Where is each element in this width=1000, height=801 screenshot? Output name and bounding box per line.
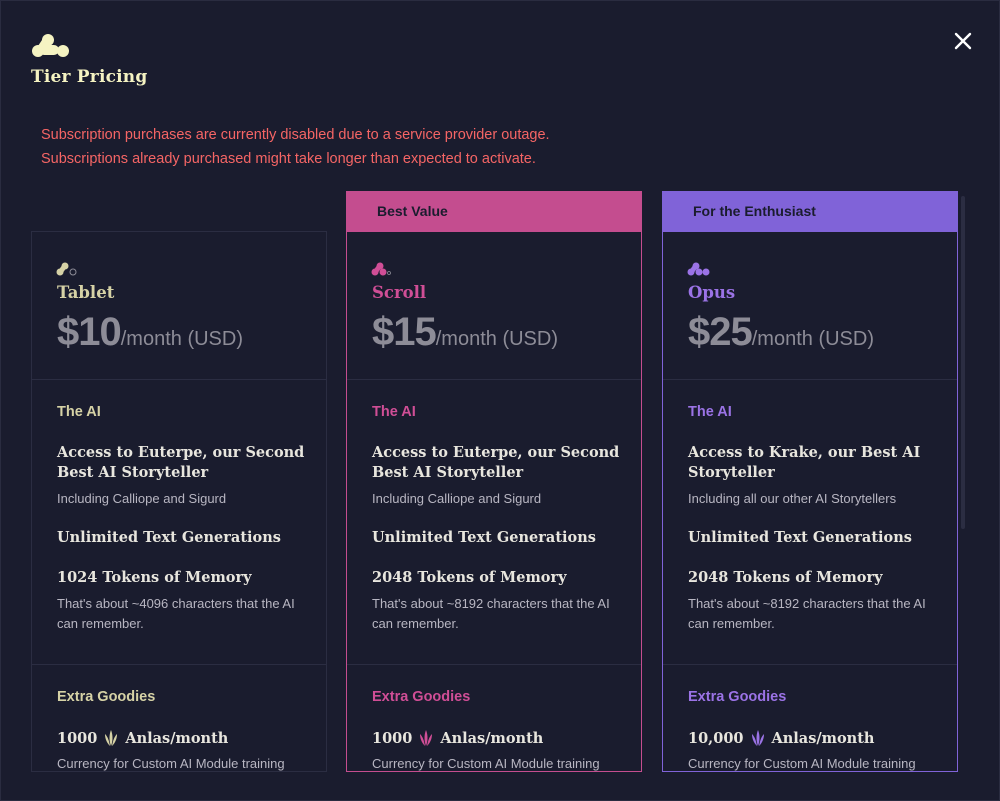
anlas-feature: 1000 Anlas/month — [57, 729, 228, 747]
section-label-ai: The AI — [57, 404, 101, 420]
feature-model: Access to Euterpe, our Second Best AI St… — [57, 444, 305, 481]
divider — [347, 379, 641, 380]
section-label-ai: The AI — [688, 404, 732, 420]
feature-memory: 2048 Tokens of Memory — [688, 569, 883, 586]
tier-price: $25/month (USD) — [688, 310, 874, 355]
divider — [663, 379, 957, 380]
feature-model: Access to Euterpe, our Second Best AI St… — [372, 444, 620, 481]
feature-memory-sub: That's about ~8192 characters that the A… — [688, 596, 926, 631]
anlas-unit: Anlas/month — [440, 729, 544, 747]
modal-title: Tier Pricing — [31, 67, 148, 87]
scroll-banner: Best Value — [346, 191, 642, 232]
tier-name: Scroll — [372, 283, 427, 302]
anlas-gem-icon — [105, 730, 118, 746]
divider — [663, 664, 957, 665]
tier-name: Opus — [688, 283, 736, 302]
feature-model-sub: Including Calliope and Sigurd — [57, 491, 227, 506]
anlas-feature: 10,000 Anlas/month — [688, 729, 874, 747]
anlas-amount: 1000 — [57, 729, 98, 747]
tier-card-scroll[interactable]: Scroll $15/month (USD) The AI Access to … — [346, 231, 642, 772]
tablet-tier-icon — [56, 262, 77, 276]
anlas-sub: Currency for Custom AI Module training — [57, 756, 285, 771]
price-amount: $15 — [372, 310, 437, 354]
tier-card-opus[interactable]: Opus $25/month (USD) The AI Access to Kr… — [662, 231, 958, 772]
anlas-sub: Currency for Custom AI Module training — [372, 756, 600, 771]
feature-memory-sub: That's about ~8192 characters that the A… — [372, 596, 610, 631]
feature-generations: Unlimited Text Generations — [688, 529, 912, 546]
tier-price: $10/month (USD) — [57, 310, 243, 355]
section-label-extras: Extra Goodies — [688, 689, 787, 705]
anlas-sub: Currency for Custom AI Module training — [688, 756, 916, 771]
price-period: /month (USD) — [751, 328, 874, 350]
section-label-ai: The AI — [372, 404, 416, 420]
opus-banner: For the Enthusiast — [662, 191, 958, 232]
novelai-logo-icon — [32, 34, 69, 57]
anlas-feature: 1000 Anlas/month — [372, 729, 543, 747]
price-amount: $25 — [688, 310, 753, 354]
feature-generations: Unlimited Text Generations — [372, 529, 596, 546]
anlas-unit: Anlas/month — [125, 729, 229, 747]
tier-card-tablet[interactable]: Tablet $10/month (USD) The AI Access to … — [31, 231, 327, 772]
scroll-tier-icon — [371, 262, 391, 276]
feature-model-sub: Including all our other AI Storytellers — [688, 491, 897, 506]
anlas-unit: Anlas/month — [771, 729, 875, 747]
feature-model: Access to Krake, our Best AI Storyteller — [688, 444, 921, 481]
cards-scrollbar[interactable] — [961, 196, 965, 529]
divider — [32, 379, 326, 380]
feature-memory: 2048 Tokens of Memory — [372, 569, 567, 586]
outage-warning-line-1: Subscription purchases are currently dis… — [41, 127, 550, 143]
divider — [347, 664, 641, 665]
price-period: /month (USD) — [435, 328, 558, 350]
price-period: /month (USD) — [120, 328, 243, 350]
outage-warning-line-2: Subscriptions already purchased might ta… — [41, 151, 536, 167]
section-label-extras: Extra Goodies — [372, 689, 471, 705]
divider — [32, 664, 326, 665]
feature-model-sub: Including Calliope and Sigurd — [372, 491, 542, 506]
price-amount: $10 — [57, 310, 122, 354]
anlas-gem-icon — [420, 730, 433, 746]
opus-tier-icon — [687, 262, 710, 276]
tier-name: Tablet — [57, 283, 115, 302]
feature-memory-sub: That's about ~4096 characters that the A… — [57, 596, 295, 631]
anlas-amount: 1000 — [372, 729, 413, 747]
anlas-gem-icon — [751, 730, 764, 746]
section-label-extras: Extra Goodies — [57, 689, 156, 705]
feature-memory: 1024 Tokens of Memory — [57, 569, 252, 586]
close-icon[interactable] — [949, 27, 977, 55]
feature-generations: Unlimited Text Generations — [57, 529, 281, 546]
anlas-amount: 10,000 — [688, 729, 744, 747]
tier-price: $15/month (USD) — [372, 310, 558, 355]
